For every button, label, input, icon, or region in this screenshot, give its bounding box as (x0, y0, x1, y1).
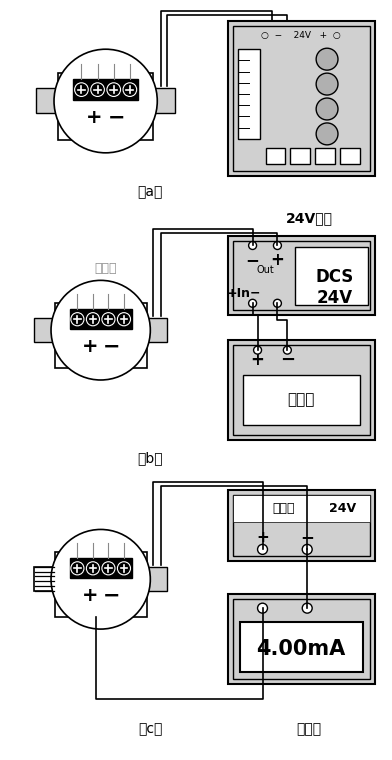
Text: −: − (103, 585, 120, 605)
Circle shape (107, 83, 120, 97)
Text: ○  −    24V   +  ○: ○ − 24V + ○ (261, 30, 341, 40)
Circle shape (254, 346, 261, 354)
Text: +: + (250, 351, 265, 369)
Circle shape (51, 530, 150, 629)
Circle shape (316, 48, 338, 70)
Text: （c）: （c） (138, 722, 163, 736)
Circle shape (302, 603, 312, 613)
Text: （b）: （b） (138, 451, 163, 464)
Circle shape (51, 280, 150, 380)
Text: 电流表: 电流表 (297, 722, 322, 736)
Text: （a）: （a） (138, 185, 163, 200)
Text: −: − (280, 351, 295, 369)
Bar (34, 567, 55, 591)
Bar (295, 248, 368, 306)
Circle shape (117, 312, 131, 326)
Bar (55, 552, 147, 616)
Bar (233, 495, 370, 522)
Circle shape (91, 83, 104, 97)
Circle shape (274, 242, 281, 249)
Circle shape (316, 98, 338, 120)
Text: +: + (270, 252, 284, 270)
Circle shape (316, 123, 338, 145)
Bar (233, 27, 370, 171)
Text: +: + (82, 586, 98, 605)
Bar (240, 622, 363, 672)
Circle shape (86, 562, 100, 575)
Text: 24V: 24V (329, 502, 356, 515)
Circle shape (54, 49, 157, 153)
Bar (233, 240, 370, 310)
Bar (290, 148, 310, 164)
Text: 24V电源: 24V电源 (286, 211, 333, 226)
Circle shape (249, 242, 257, 249)
Bar (233, 345, 370, 435)
Bar (34, 318, 55, 342)
Text: 变送器: 变送器 (94, 262, 117, 275)
Circle shape (302, 544, 312, 554)
Bar (228, 489, 375, 562)
Bar (243, 375, 360, 425)
Text: DCS
24V: DCS 24V (316, 268, 354, 307)
Circle shape (102, 312, 115, 326)
Bar (153, 88, 175, 113)
Bar (315, 148, 335, 164)
Bar (55, 302, 147, 368)
Bar (228, 21, 375, 176)
Text: −: − (246, 252, 260, 270)
Circle shape (258, 544, 267, 554)
Bar (340, 148, 360, 164)
Bar (58, 72, 153, 140)
Text: +: + (256, 530, 269, 545)
Text: −: − (103, 336, 120, 356)
Bar (233, 599, 370, 679)
Circle shape (86, 312, 100, 326)
Circle shape (249, 299, 257, 307)
Circle shape (102, 562, 115, 575)
Text: +: + (86, 108, 103, 127)
Bar (228, 594, 375, 684)
Circle shape (71, 562, 84, 575)
Text: +In−: +In− (227, 287, 261, 299)
Bar (233, 495, 370, 556)
Text: Out: Out (257, 265, 274, 275)
Bar (147, 567, 167, 591)
Circle shape (274, 299, 281, 307)
Bar (228, 236, 375, 315)
Circle shape (123, 83, 137, 97)
Bar (70, 559, 132, 578)
Text: +: + (82, 337, 98, 356)
Bar (228, 340, 375, 440)
Bar (238, 49, 260, 139)
Bar (265, 148, 285, 164)
Circle shape (117, 562, 131, 575)
Circle shape (283, 346, 291, 354)
Circle shape (258, 603, 267, 613)
Text: −: − (300, 528, 314, 546)
Text: 显示器: 显示器 (288, 392, 315, 407)
Text: 安全栅: 安全栅 (272, 502, 295, 515)
Text: 4.00mA: 4.00mA (257, 639, 346, 659)
Circle shape (316, 73, 338, 95)
Bar (147, 318, 167, 342)
Bar (36, 88, 58, 113)
Circle shape (71, 312, 84, 326)
Bar (70, 309, 132, 329)
Bar (73, 79, 138, 100)
Text: −: − (108, 108, 126, 128)
Circle shape (74, 83, 88, 97)
